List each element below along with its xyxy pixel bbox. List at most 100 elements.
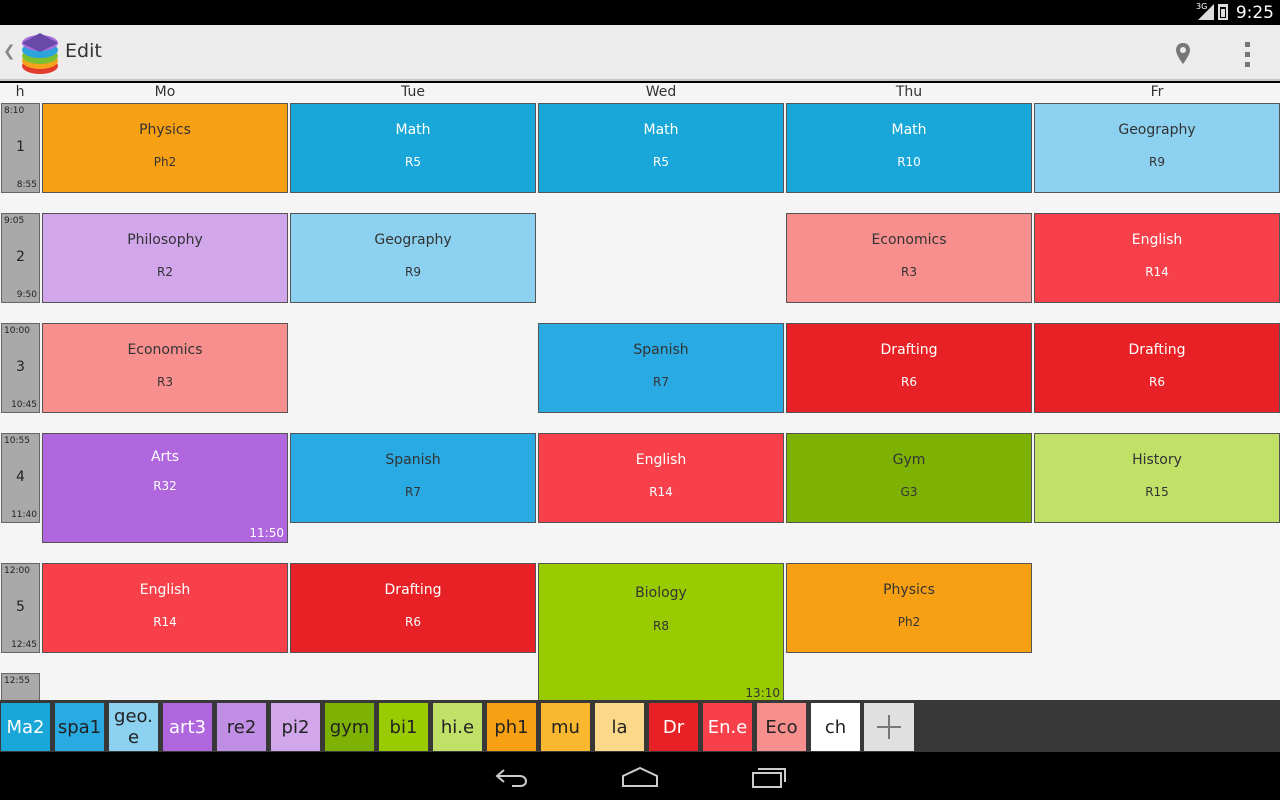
lesson-subject: Spanish (633, 342, 689, 358)
subject-chip[interactable]: ph1 (487, 703, 536, 751)
lesson-cell[interactable]: Drafting R6 (1034, 323, 1280, 413)
subject-chip[interactable]: mu (541, 703, 590, 751)
lesson-end-time: 13:10 (745, 686, 780, 700)
subject-chip[interactable]: spa1 (55, 703, 104, 751)
hour-end-time: 9:50 (16, 290, 37, 300)
lesson-cell[interactable]: Physics Ph2 (786, 563, 1032, 653)
lesson-cell[interactable]: Drafting R6 (290, 563, 536, 653)
up-caret-icon[interactable]: ❮ (3, 42, 16, 60)
lesson-cell[interactable]: Economics R3 (42, 323, 288, 413)
lesson-cell[interactable]: Geography R9 (1034, 103, 1280, 193)
lesson-cell[interactable]: Spanish R7 (290, 433, 536, 523)
lesson-subject: Economics (127, 342, 203, 358)
lesson-room: R10 (897, 155, 921, 169)
lesson-cell[interactable]: English R14 (1034, 213, 1280, 303)
signal-icon: 3G (1196, 2, 1214, 20)
lesson-cell[interactable]: Gym G3 (786, 433, 1032, 523)
hour-block[interactable]: 12:55 (1, 673, 40, 700)
place-button[interactable] (1166, 37, 1200, 71)
lesson-cell[interactable]: History R15 (1034, 433, 1280, 523)
subject-chip[interactable]: En.e (703, 703, 752, 751)
lesson-room: R3 (901, 265, 917, 279)
lesson-subject: Geography (1118, 122, 1196, 138)
subject-chip[interactable]: art3 (163, 703, 212, 751)
subject-chip[interactable]: hi.e (433, 703, 482, 751)
place-icon (1176, 43, 1190, 64)
recent-apps-button[interactable] (739, 762, 799, 792)
subject-chip[interactable]: Dr (649, 703, 698, 751)
day-header-fr: Fr (1150, 84, 1164, 100)
hour-start-time: 9:05 (4, 216, 25, 226)
app-logo-icon[interactable] (16, 30, 62, 76)
battery-icon (1218, 4, 1228, 20)
lesson-subject: Physics (883, 582, 935, 598)
home-icon (622, 766, 658, 787)
lesson-room: R2 (157, 265, 173, 279)
lesson-subject: Gym (892, 452, 926, 468)
lesson-subject: Math (891, 122, 927, 138)
lesson-room: R7 (653, 375, 669, 389)
lesson-cell[interactable]: English R14 (538, 433, 784, 523)
hour-end-time: 11:40 (11, 510, 37, 520)
lesson-room: R14 (153, 615, 177, 629)
subject-palette: Ma2 spa1 geo. e art3 re2 pi2 gym bi1 hi.e ph1 mu la… (0, 700, 1280, 752)
lesson-cell[interactable]: Physics Ph2 (42, 103, 288, 193)
lesson-cell[interactable]: Spanish R7 (538, 323, 784, 413)
subject-chip[interactable]: gym (325, 703, 374, 751)
lesson-cell[interactable]: English R14 (42, 563, 288, 653)
subject-chip[interactable]: Eco (757, 703, 806, 751)
hour-number: 4 (16, 469, 25, 485)
subject-chip[interactable]: la (595, 703, 644, 751)
lesson-cell[interactable]: Economics R3 (786, 213, 1032, 303)
lesson-room: R6 (901, 375, 917, 389)
overflow-menu-icon (1244, 41, 1250, 47)
hour-column-header: h (15, 84, 25, 100)
lesson-cell[interactable]: Philosophy R2 (42, 213, 288, 303)
lesson-room: R14 (649, 485, 673, 499)
hour-block[interactable]: 12:00 5 12:45 (1, 563, 40, 653)
hour-block[interactable]: 10:55 4 11:40 (1, 433, 40, 523)
status-bar: 3G 9:25 (0, 0, 1280, 25)
back-button[interactable] (482, 762, 542, 792)
lesson-cell[interactable]: Arts R32 11:50 (42, 433, 288, 543)
lesson-cell[interactable]: Biology R8 13:10 (538, 563, 784, 700)
add-icon (877, 715, 901, 739)
hour-number: 1 (16, 139, 25, 155)
lesson-room: Ph2 (153, 155, 177, 169)
subject-chip[interactable]: pi2 (271, 703, 320, 751)
hour-block[interactable]: 10:00 3 10:45 (1, 323, 40, 413)
recent-apps-icon (752, 768, 786, 788)
back-icon (495, 769, 528, 787)
hour-end-time: 8:55 (16, 180, 37, 190)
lesson-cell[interactable]: Geography R9 (290, 213, 536, 303)
lesson-room: R6 (1149, 375, 1165, 389)
hour-number: 5 (16, 599, 25, 615)
day-header-thu: Thu (895, 84, 923, 100)
lesson-room: R9 (1149, 155, 1165, 169)
lesson-cell[interactable]: Drafting R6 (786, 323, 1032, 413)
lesson-subject: Geography (374, 232, 452, 248)
hour-start-time: 8:10 (4, 106, 25, 116)
subject-chip[interactable]: Ma2 (1, 703, 50, 751)
lesson-room: R14 (1145, 265, 1169, 279)
lesson-cell[interactable]: Math R5 (538, 103, 784, 193)
lesson-cell[interactable]: Math R10 (786, 103, 1032, 193)
hour-start-time: 12:55 (4, 676, 30, 686)
subject-chip[interactable]: re2 (217, 703, 266, 751)
lesson-room: R15 (1145, 485, 1169, 499)
home-button[interactable] (610, 762, 670, 792)
overflow-menu-button[interactable] (1232, 37, 1262, 71)
subject-chip[interactable]: geo. e (109, 703, 158, 751)
hour-block[interactable]: 8:10 1 8:55 (1, 103, 40, 193)
lesson-room: R5 (405, 155, 421, 169)
lesson-subject: Drafting (384, 582, 442, 598)
subject-chip[interactable]: bi1 (379, 703, 428, 751)
lesson-room: R9 (405, 265, 421, 279)
lesson-room: G3 (900, 485, 918, 499)
hour-block[interactable]: 9:05 2 9:50 (1, 213, 40, 303)
subject-chip[interactable]: ch (811, 703, 860, 751)
lesson-cell[interactable]: Math R5 (290, 103, 536, 193)
lesson-room: R8 (653, 619, 669, 633)
add-subject-button[interactable] (864, 703, 914, 751)
lesson-subject: Drafting (1128, 342, 1186, 358)
